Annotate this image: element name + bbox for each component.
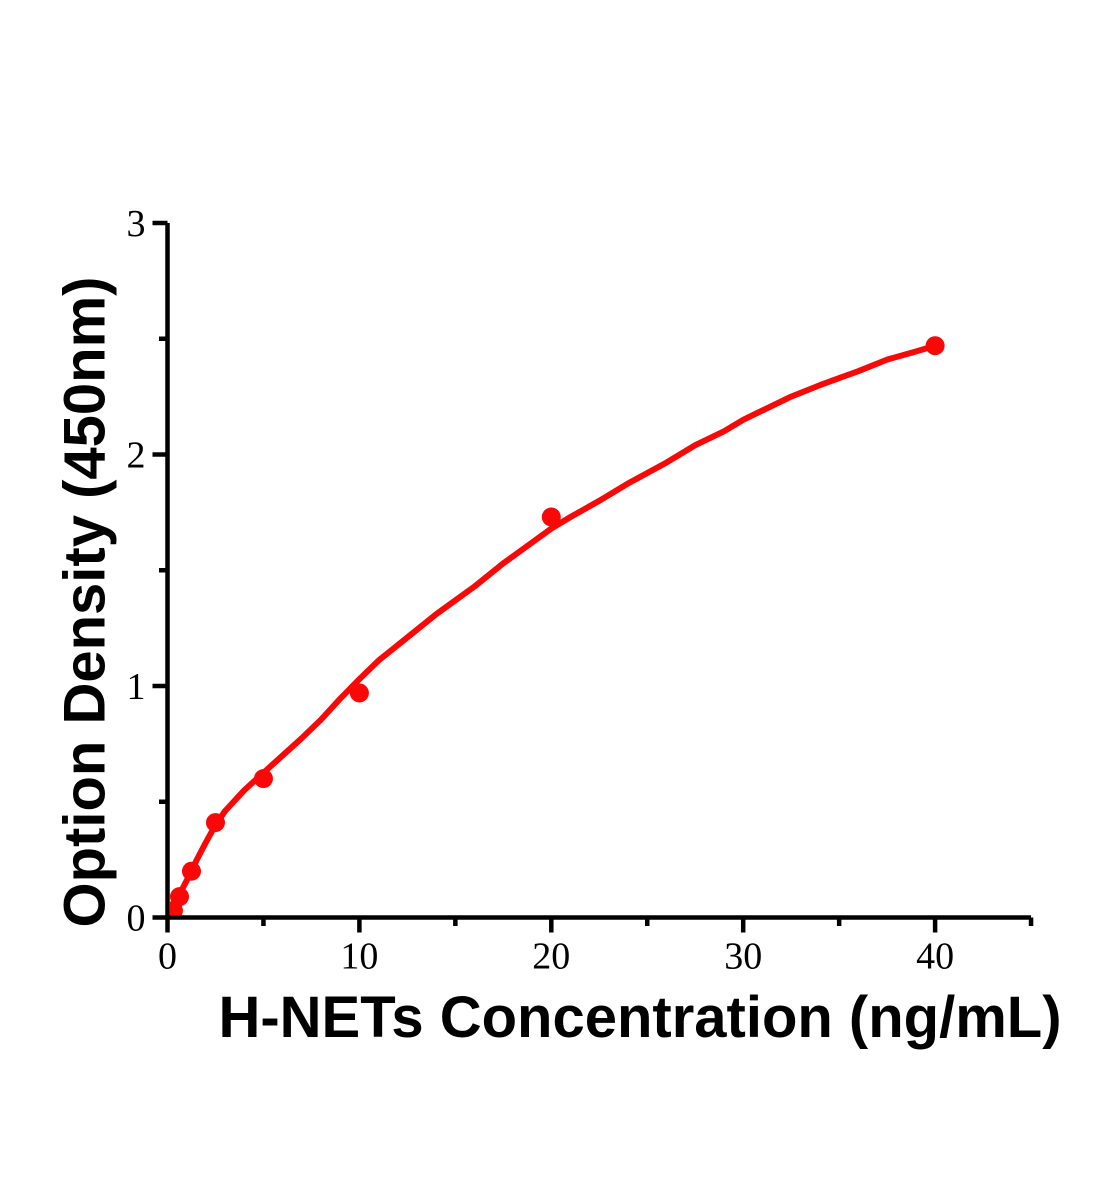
y-tick-label: 0 xyxy=(127,898,146,940)
x-tick-label: 0 xyxy=(158,936,177,978)
fit-curve-line xyxy=(169,342,939,916)
x-tick-label: 10 xyxy=(340,936,378,978)
y-tick-label: 2 xyxy=(127,435,146,477)
x-axis-title: H-NETs Concentration (ng/mL) xyxy=(218,985,1062,1050)
data-point-marker xyxy=(169,887,189,907)
x-tick-label: 30 xyxy=(724,936,762,978)
y-axis-title: Option Density (450nm) xyxy=(52,276,118,928)
data-point-marker xyxy=(541,507,561,527)
y-tick-label: 1 xyxy=(127,666,146,708)
x-tick-label: 40 xyxy=(916,936,954,978)
data-point-marker xyxy=(925,336,945,356)
axes-frame xyxy=(165,223,1032,920)
data-point-marker xyxy=(253,769,273,789)
x-tick-label: 20 xyxy=(532,936,570,978)
y-tick-label: 3 xyxy=(127,203,146,245)
data-point-marker xyxy=(205,813,225,833)
data-point-marker xyxy=(349,683,369,703)
data-point-marker xyxy=(181,861,201,881)
